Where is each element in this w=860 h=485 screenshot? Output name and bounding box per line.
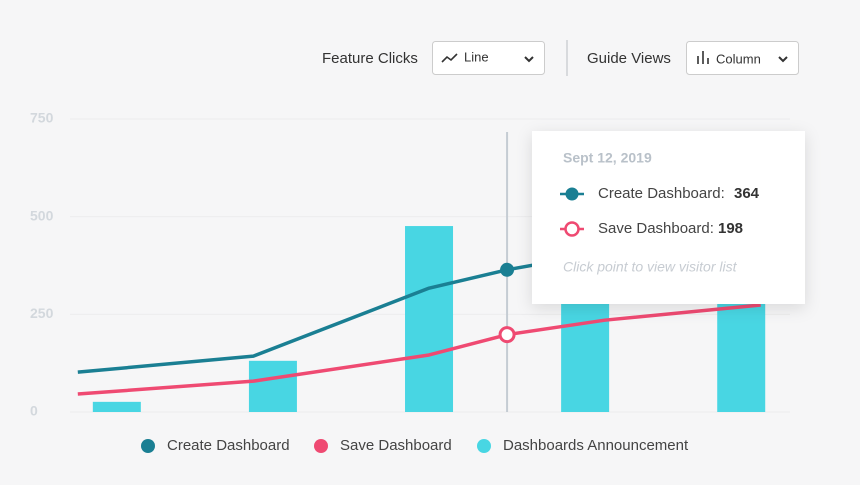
tooltip-box xyxy=(532,131,805,304)
legend-label: Save Dashboard xyxy=(340,437,452,454)
tooltip-hint: Click point to view visitor list xyxy=(563,259,738,275)
guide-select[interactable]: Column xyxy=(686,41,799,75)
y-tick-label: 750 xyxy=(30,110,54,126)
select-text: Column xyxy=(716,51,761,66)
bar xyxy=(92,401,141,412)
chevron xyxy=(524,56,534,63)
legend-swatch xyxy=(477,439,491,453)
legend: Create Dashboard Save Dashboard Dashboards… xyxy=(141,437,689,454)
feature-label: Feature Clicks xyxy=(322,50,418,67)
legend-label: Dashboards Announcement xyxy=(503,437,689,454)
line-icon xyxy=(441,53,458,63)
tooltip-date: Sept 12, 2019 xyxy=(563,150,652,166)
tooltip-label: Save Dashboard: xyxy=(598,220,714,237)
legend-swatch xyxy=(314,439,328,453)
select-box[interactable] xyxy=(686,41,799,75)
bar xyxy=(405,226,454,412)
tooltip: Sept 12, 2019 Create Dashboard: 364 Save Da… xyxy=(532,131,805,304)
bar xyxy=(248,360,297,412)
select-box[interactable] xyxy=(432,41,545,75)
legend-label: Create Dashboard xyxy=(167,437,290,454)
tooltip-swatch xyxy=(565,187,579,201)
legend-swatch xyxy=(141,439,155,453)
chevron xyxy=(778,56,788,63)
tooltip-value: 364 xyxy=(734,185,760,202)
tooltip-label: Create Dashboard: xyxy=(598,185,725,202)
hover-point xyxy=(498,326,516,344)
toolbar: Feature Clicks Line Guide Views Column xyxy=(322,40,799,76)
feature-select[interactable]: Line xyxy=(432,41,545,75)
y-tick-label: 0 xyxy=(30,403,38,419)
plot: 0 250 500 750 xyxy=(30,110,790,419)
y-tick-label: 500 xyxy=(30,207,54,223)
guide-label: Guide Views xyxy=(587,50,671,67)
tooltip-swatch xyxy=(564,221,580,237)
select-text: Line xyxy=(464,49,489,64)
hover-point xyxy=(500,262,515,277)
column-icon xyxy=(697,51,709,64)
tooltip-value: 198 xyxy=(718,220,743,237)
line xyxy=(77,303,761,396)
y-tick-label: 250 xyxy=(30,305,54,321)
